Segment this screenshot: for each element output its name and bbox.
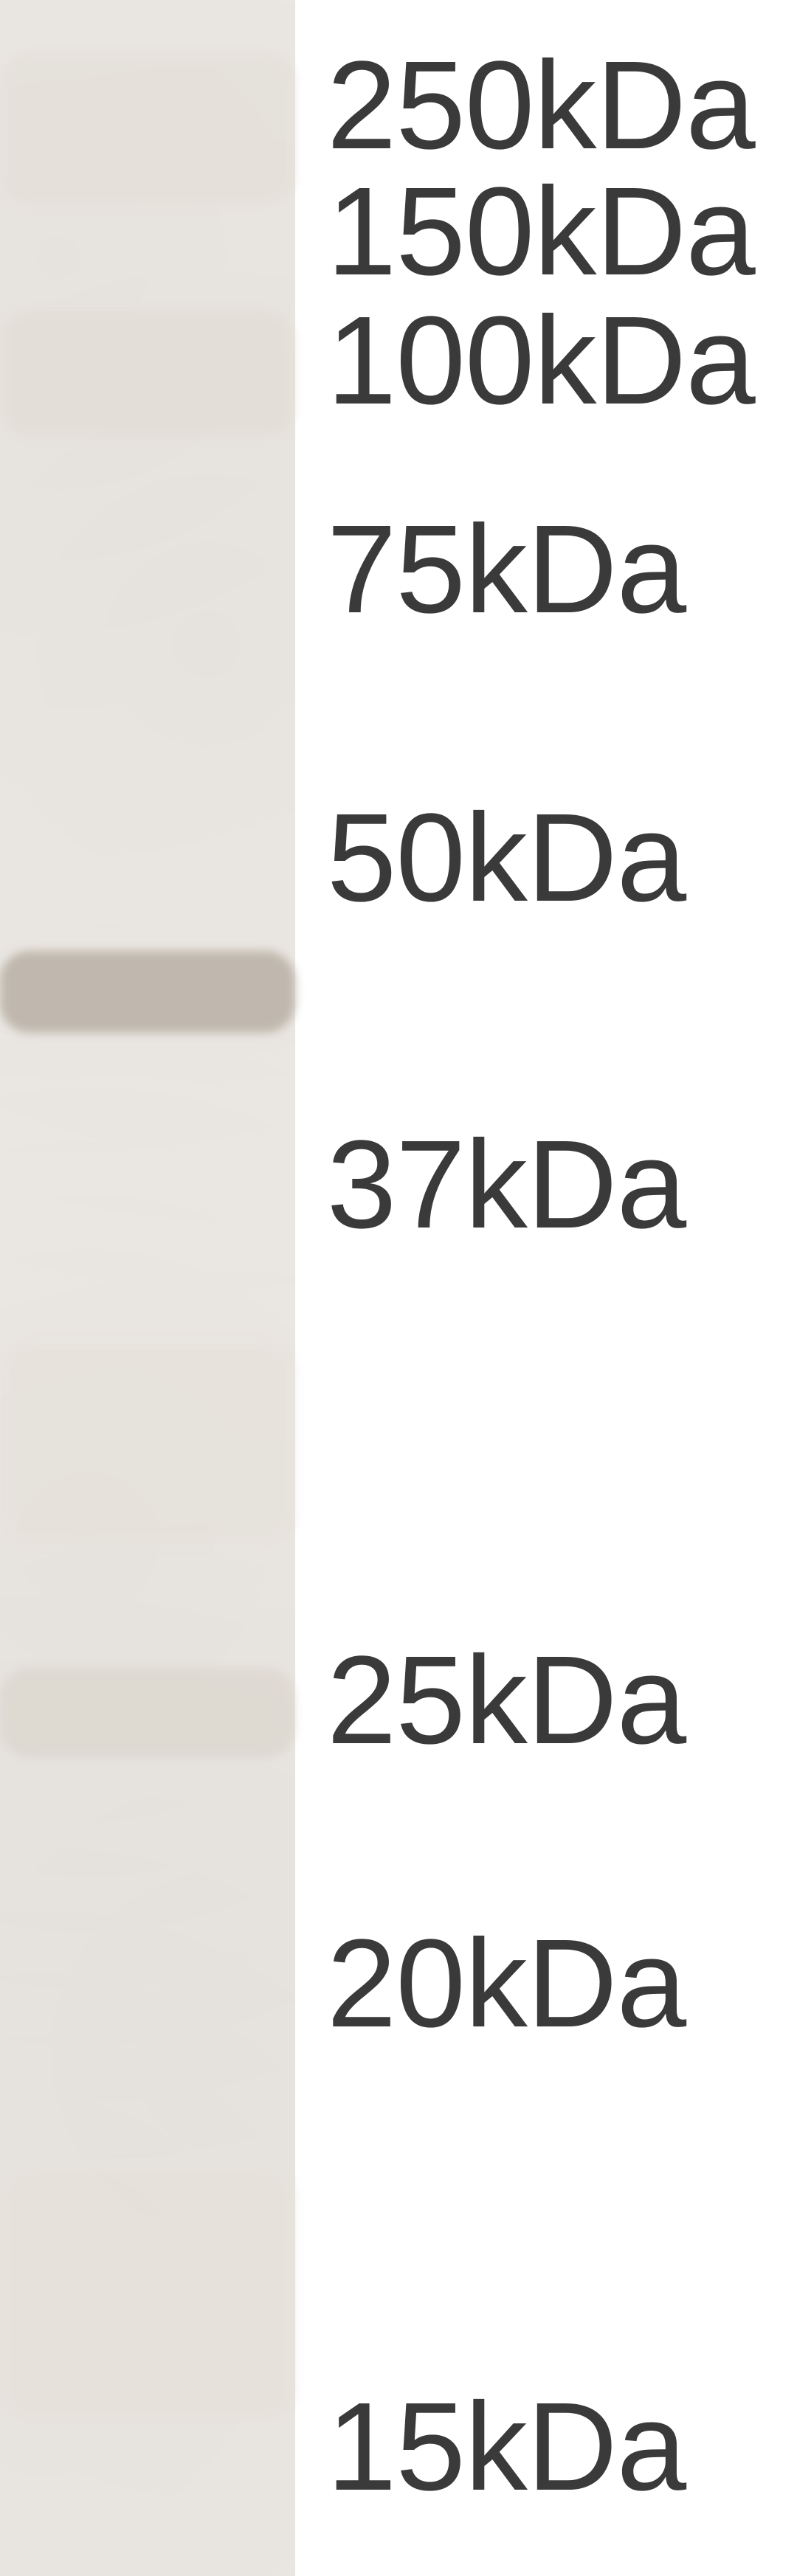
mw-label-100: 100kDa [327,288,755,433]
mw-label-150: 150kDa [327,159,755,304]
western-blot-lane [0,0,295,2576]
lane-artifact-0 [0,52,295,207]
mw-label-50: 50kDa [327,786,686,930]
molecular-weight-label-column: 250kDa150kDa100kDa 75kDa 50kDa 37kDa 25kDa 20… [327,0,797,2576]
faint-band-approx-25kDa [0,1668,295,1758]
primary-band-approx-45kDa [0,951,295,1033]
lane-artifact-3 [0,2164,295,2421]
lane-artifact-1 [0,309,295,438]
lane-artifact-2 [0,1340,295,1545]
mw-label-20: 20kDa [327,1911,686,2056]
mw-label-75: 75kDa [327,497,686,642]
mw-label-15: 15kDa [327,2375,686,2519]
mw-label-25: 25kDa [327,1628,686,1773]
mw-label-250: 250kDa [327,33,755,178]
mw-label-37: 37kDa [327,1112,686,1257]
